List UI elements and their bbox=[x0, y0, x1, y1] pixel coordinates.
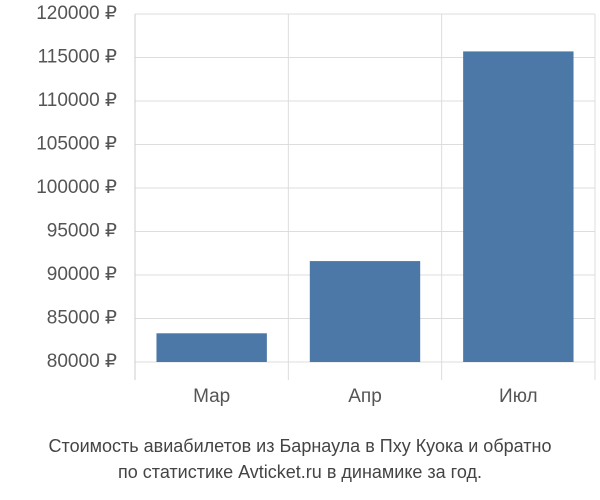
chart-title: Стоимость авиабилетов из Барнаула в Пху … bbox=[49, 436, 552, 456]
y-tick-label: 110000 ₽ bbox=[38, 90, 117, 111]
y-tick-label: 105000 ₽ bbox=[36, 134, 117, 155]
x-tick-label: Апр bbox=[348, 386, 382, 407]
chart-subtitle: по статистике Avticket.ru в динамике за … bbox=[118, 462, 482, 482]
bar bbox=[463, 51, 574, 362]
x-tick-label: Июл bbox=[499, 386, 538, 407]
y-tick-label: 95000 ₽ bbox=[47, 221, 117, 242]
y-tick-label: 80000 ₽ bbox=[47, 351, 117, 372]
y-tick-label: 100000 ₽ bbox=[36, 177, 117, 198]
y-tick-label: 115000 ₽ bbox=[38, 47, 117, 68]
y-tick-label: 85000 ₽ bbox=[47, 308, 117, 329]
x-tick-label: Мар bbox=[193, 386, 230, 407]
bar bbox=[156, 333, 267, 362]
bar bbox=[309, 261, 421, 362]
y-tick-label: 120000 ₽ bbox=[36, 3, 117, 24]
y-tick-label: 90000 ₽ bbox=[47, 264, 117, 285]
